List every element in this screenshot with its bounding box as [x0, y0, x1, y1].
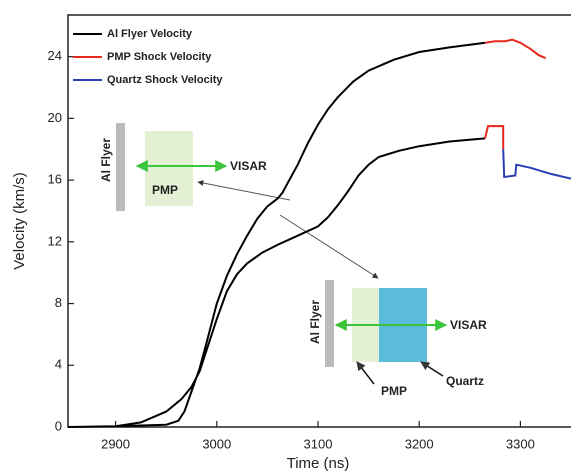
annotation: VISAR: [230, 159, 267, 173]
legend-label: Al Flyer Velocity: [107, 28, 193, 40]
y-tick-label: 16: [48, 172, 62, 187]
annotation: Al Flyer: [308, 300, 322, 344]
legend-label: Quartz Shock Velocity: [107, 74, 223, 86]
connector: [197, 180, 291, 201]
y-tick-label: 4: [55, 357, 62, 372]
y-tick-label: 12: [48, 233, 62, 248]
pointer: [356, 361, 375, 385]
flyer-bar: [116, 123, 125, 211]
x-tick-label: 3000: [202, 436, 231, 451]
annotation: PMP: [381, 384, 407, 398]
series-line: [67, 41, 486, 428]
x-tick-label: 3200: [405, 436, 434, 451]
annotation: VISAR: [450, 318, 487, 332]
y-tick-label: 0: [55, 418, 62, 433]
pointer: [420, 361, 444, 377]
series-line: [502, 149, 571, 180]
connector: [279, 214, 379, 279]
x-tick-label: 3300: [506, 436, 535, 451]
annotation: PMP: [152, 183, 178, 197]
axes: 0 4 8 12 16 20 24 2900 3000 3100 3200 3300: [48, 14, 571, 451]
y-tick-label: 8: [55, 295, 62, 310]
annotation: Al Flyer: [99, 138, 113, 182]
axis-frame: [67, 14, 571, 428]
x-tick-label: 2900: [101, 436, 130, 451]
legend-label: PMP Shock Velocity: [107, 51, 212, 63]
series-line: [484, 38, 547, 150]
y-tick-label: 24: [48, 48, 62, 63]
x-axis-label: Time (ns): [287, 455, 350, 472]
y-axis-label: Velocity (km/s): [11, 172, 28, 270]
inset-diagram: Al Flyer VISAR PMP: [99, 123, 291, 211]
annotation: Quartz: [446, 374, 484, 388]
inset-diagram: Al Flyer VISAR PMP Quartz: [279, 214, 487, 398]
x-tick-label: 3100: [304, 436, 333, 451]
flyer-bar: [325, 280, 334, 367]
y-tick-label: 20: [48, 110, 62, 125]
